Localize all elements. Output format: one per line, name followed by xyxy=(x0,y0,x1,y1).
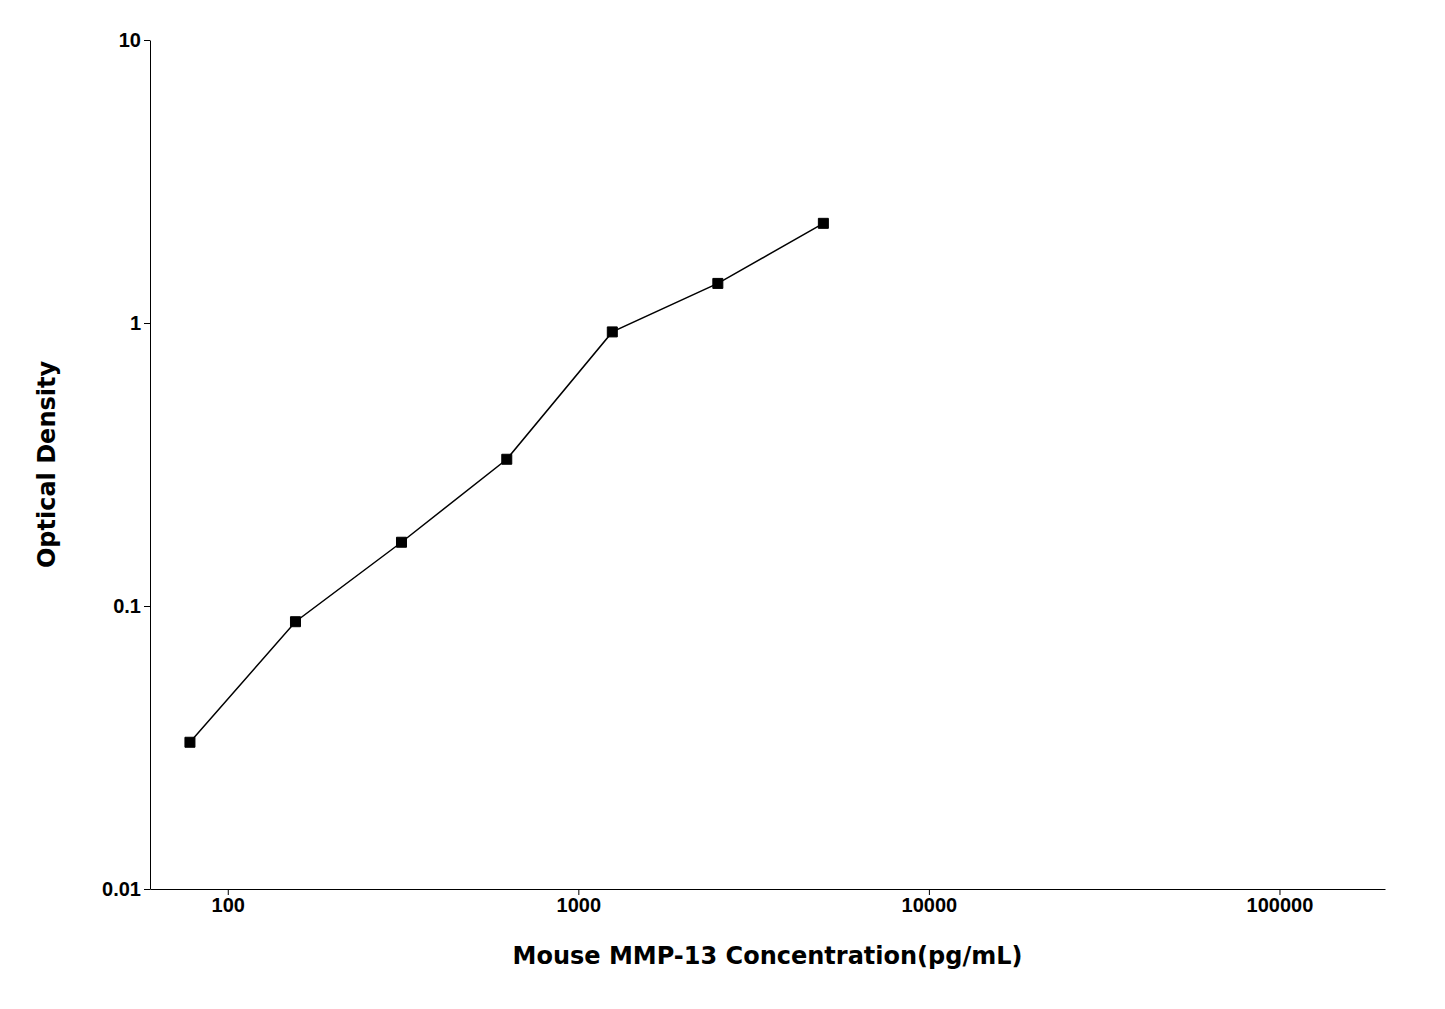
x-tick: 100000 xyxy=(1247,889,1314,916)
x-tick-label: 1000 xyxy=(557,894,602,916)
point xyxy=(290,617,300,627)
x-axis-line xyxy=(151,889,1386,890)
x-tick-label: 100 xyxy=(212,894,245,916)
x-tick: 1000 xyxy=(557,889,602,916)
x-tick-label: 10000 xyxy=(902,894,958,916)
y-axis-title: Optical Density xyxy=(33,361,61,569)
y-tick-mark xyxy=(144,606,150,607)
x-tick-label: 100000 xyxy=(1247,894,1314,916)
x-axis: 100 1000 10000 100000 xyxy=(151,889,1386,916)
point xyxy=(502,454,512,464)
plot-area: 100 1000 10000 100000 0.01 0.1 1 10 Mouse MMP-13… xyxy=(33,29,1386,970)
x-tick: 100 xyxy=(212,889,245,916)
y-tick-label: 10 xyxy=(119,29,141,51)
x-axis-title: Mouse MMP-13 Concentration(pg/mL) xyxy=(513,942,1023,970)
x-tick: 10000 xyxy=(902,889,958,916)
y-tick-label: 0.01 xyxy=(102,878,141,900)
y-tick: 10 xyxy=(119,29,150,51)
y-axis-line xyxy=(150,41,151,890)
y-tick: 0.01 xyxy=(102,878,150,900)
y-tick: 1 xyxy=(130,312,150,334)
y-tick-label: 1 xyxy=(130,312,141,334)
point xyxy=(185,737,195,747)
point xyxy=(713,278,723,288)
y-tick-mark xyxy=(144,40,150,41)
y-tick-label: 0.1 xyxy=(113,595,141,617)
chart: 100 1000 10000 100000 0.01 0.1 1 10 Mouse MMP-13… xyxy=(0,0,1445,1009)
marks xyxy=(185,218,828,747)
point xyxy=(396,537,406,547)
point xyxy=(818,218,828,228)
y-tick-mark xyxy=(144,889,150,890)
y-tick-mark xyxy=(144,323,150,324)
y-axis: 0.01 0.1 1 10 xyxy=(102,29,150,900)
point xyxy=(607,327,617,337)
line xyxy=(190,223,823,742)
y-tick: 0.1 xyxy=(113,595,150,617)
